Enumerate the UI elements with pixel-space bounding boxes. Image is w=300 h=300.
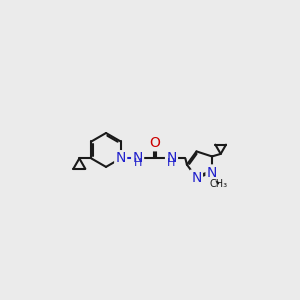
Text: H: H (167, 158, 176, 168)
Text: O: O (149, 136, 160, 150)
Text: N: N (166, 152, 177, 165)
Text: N: N (207, 166, 217, 180)
Text: H: H (134, 158, 142, 168)
Text: CH₃: CH₃ (209, 178, 227, 188)
Text: N: N (132, 152, 143, 165)
Text: N: N (116, 152, 126, 165)
Text: N: N (191, 171, 202, 185)
